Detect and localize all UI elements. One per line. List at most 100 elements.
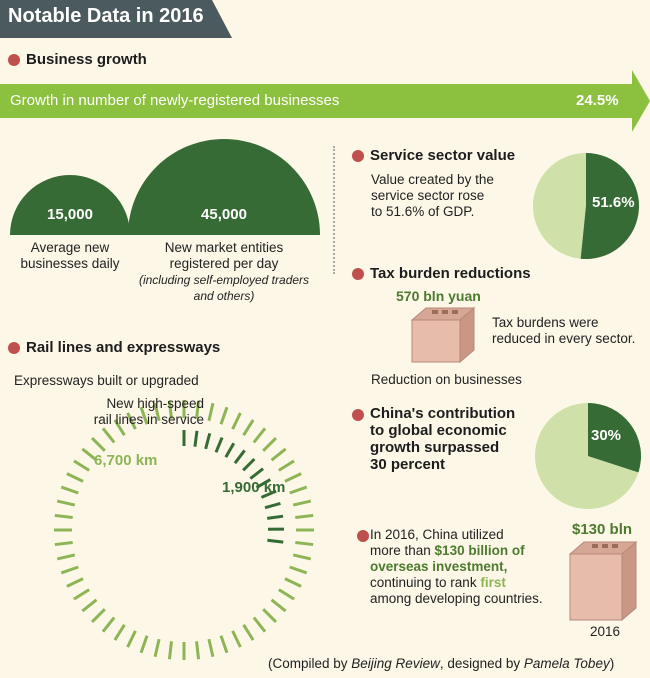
expressway-tick bbox=[252, 616, 267, 633]
expressway-tick bbox=[73, 459, 90, 472]
contribution-pie bbox=[535, 403, 641, 509]
expressway-tick bbox=[56, 499, 76, 507]
expressway-tick bbox=[292, 499, 312, 507]
expressway-tick bbox=[126, 412, 137, 430]
rail-tick bbox=[264, 502, 281, 510]
rail-tick bbox=[214, 436, 224, 453]
expressway-tick bbox=[113, 624, 126, 641]
service-pie-slice bbox=[580, 153, 639, 259]
rail-value: 1,900 km bbox=[222, 479, 286, 496]
expressway-tick bbox=[73, 588, 90, 601]
credit-line: (Compiled by Beijing Review, designed by… bbox=[268, 656, 615, 671]
large-semicircle-label: New market entities registered per day (… bbox=[138, 240, 310, 303]
expressway-value: 6,700 km bbox=[94, 452, 158, 469]
expressway-tick bbox=[270, 598, 287, 613]
expressway-tick bbox=[231, 630, 242, 648]
expressway-tick bbox=[139, 635, 149, 654]
expressway-tick bbox=[284, 577, 302, 588]
rail-bullet bbox=[8, 342, 20, 354]
expressway-tick bbox=[91, 608, 106, 623]
expressway-tick bbox=[54, 541, 73, 547]
expressway-tick bbox=[153, 638, 161, 658]
rail-tick bbox=[224, 442, 236, 458]
expressway-tick bbox=[262, 608, 277, 623]
service-bullet bbox=[352, 150, 364, 162]
expressway-tick bbox=[242, 624, 255, 641]
contribution-heading: China's contribution to global economic … bbox=[370, 405, 516, 473]
expressway-tick bbox=[242, 419, 255, 436]
rail-tick bbox=[249, 467, 264, 480]
expressway-tick bbox=[278, 588, 295, 601]
semicircle-large bbox=[128, 139, 320, 235]
tax-text: Tax burdens were reduced in every sector… bbox=[492, 315, 636, 346]
expressway-tick bbox=[139, 406, 149, 425]
expressway-tick bbox=[60, 485, 79, 495]
tax-amount: 570 bln yuan bbox=[396, 288, 481, 304]
rail-label: New high-speed rail lines in service bbox=[93, 396, 204, 427]
rail-heading: Rail lines and expressways bbox=[26, 339, 221, 356]
growth-arrow bbox=[0, 70, 650, 132]
growth-arrow-value: 24.5% bbox=[576, 92, 619, 109]
rail-tick bbox=[242, 457, 256, 472]
rail-tick bbox=[204, 432, 212, 450]
expressway-tick bbox=[60, 565, 79, 575]
rail-ticks bbox=[182, 430, 285, 544]
expressway-tick bbox=[289, 565, 308, 575]
rail-tick bbox=[266, 514, 284, 520]
expressway-tick bbox=[56, 553, 76, 561]
expressway-label: Expressways built or upgraded bbox=[14, 373, 199, 388]
title-banner bbox=[0, 0, 232, 38]
expressway-tick bbox=[113, 419, 126, 436]
large-semicircle-value: 45,000 bbox=[201, 206, 247, 223]
expressway-ticks bbox=[54, 400, 314, 660]
expressway-tick bbox=[91, 437, 106, 452]
contribution-bullet bbox=[352, 409, 364, 421]
investment-text: In 2016, China utilized more than $130 b… bbox=[370, 527, 543, 606]
service-text: Value created by the service sector rose… bbox=[371, 172, 494, 219]
tax-caption: Reduction on businesses bbox=[371, 372, 522, 387]
expressway-tick bbox=[219, 406, 229, 425]
expressway-tick bbox=[231, 412, 242, 430]
expressway-tick bbox=[278, 459, 295, 472]
expressway-tick bbox=[207, 638, 215, 658]
expressway-tick bbox=[252, 427, 267, 444]
rail-tick bbox=[267, 538, 284, 544]
expressway-tick bbox=[295, 541, 314, 547]
expressway-tick bbox=[66, 577, 84, 588]
contribution-pie-slice bbox=[588, 403, 641, 473]
expressway-tick bbox=[195, 400, 201, 419]
expressway-tick bbox=[81, 447, 98, 462]
expressway-tick bbox=[101, 427, 116, 444]
investment-bullet bbox=[357, 530, 369, 542]
service-heading: Service sector value bbox=[370, 147, 516, 164]
expressway-tick bbox=[101, 616, 116, 633]
contribution-pie-label: 30% bbox=[591, 427, 622, 444]
expressway-tick bbox=[54, 513, 73, 519]
rail-tick bbox=[233, 449, 246, 465]
small-semicircle-label: Average new businesses daily bbox=[20, 240, 120, 271]
expressway-tick bbox=[295, 513, 314, 519]
service-pie-label: 51.6% bbox=[592, 194, 635, 211]
tax-heading: Tax burden reductions bbox=[370, 265, 531, 282]
rail-tick bbox=[260, 489, 277, 499]
expressway-tick bbox=[219, 635, 229, 654]
growth-arrow-label: Growth in number of newly-registered bus… bbox=[10, 92, 340, 109]
expressway-tick bbox=[262, 437, 277, 452]
expressway-tick bbox=[270, 447, 287, 462]
expressway-tick bbox=[292, 553, 312, 561]
column-divider bbox=[333, 146, 335, 274]
rail-tick bbox=[255, 478, 272, 489]
rail-tick bbox=[193, 430, 199, 447]
expressway-tick bbox=[167, 641, 173, 660]
expressway-tick bbox=[81, 598, 98, 613]
investment-amount: $130 bln bbox=[572, 521, 633, 538]
expressway-tick bbox=[207, 402, 215, 422]
investment-box-icon bbox=[568, 540, 638, 622]
business-bullet bbox=[8, 54, 20, 66]
page-title: Notable Data in 2016 bbox=[8, 5, 204, 27]
expressway-tick bbox=[195, 641, 201, 660]
service-pie bbox=[533, 153, 639, 259]
business-heading: Business growth bbox=[26, 51, 147, 68]
expressway-tick bbox=[126, 630, 137, 648]
investment-year: 2016 bbox=[590, 624, 621, 639]
